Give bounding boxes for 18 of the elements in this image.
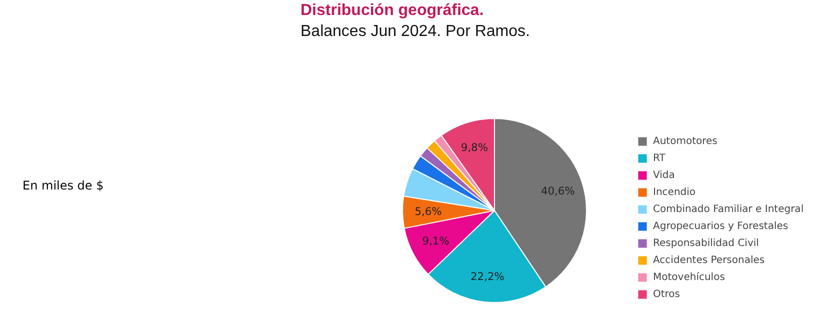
legend-label: Combinado Familiar e Integral (653, 202, 804, 216)
chart-subtitle: Balances Jun 2024. Por Ramos. (300, 23, 530, 40)
data-label: 40,6% (540, 184, 575, 198)
text: En miles de $ (22, 178, 104, 192)
legend-label: Agropecuarios y Forestales (653, 220, 788, 233)
legend-label: Incendio (653, 186, 696, 199)
data-label: 9,8% (460, 140, 488, 154)
legend-label: Responsabilidad Civil (653, 236, 759, 250)
legend-label: Vida (653, 168, 675, 182)
legend-label: Otros (653, 288, 680, 301)
chart-title: Distribución geográfica. (300, 2, 484, 19)
legend-label: Automotores (653, 134, 718, 148)
data-label: 22,2% (470, 270, 504, 283)
data-label: 9,1% (422, 234, 450, 248)
legend-label: RT (653, 152, 666, 165)
data-label: 5,6% (414, 205, 442, 218)
legend-label: Motovehículos (653, 270, 725, 284)
legend-label: Accidentes Personales (653, 254, 765, 267)
